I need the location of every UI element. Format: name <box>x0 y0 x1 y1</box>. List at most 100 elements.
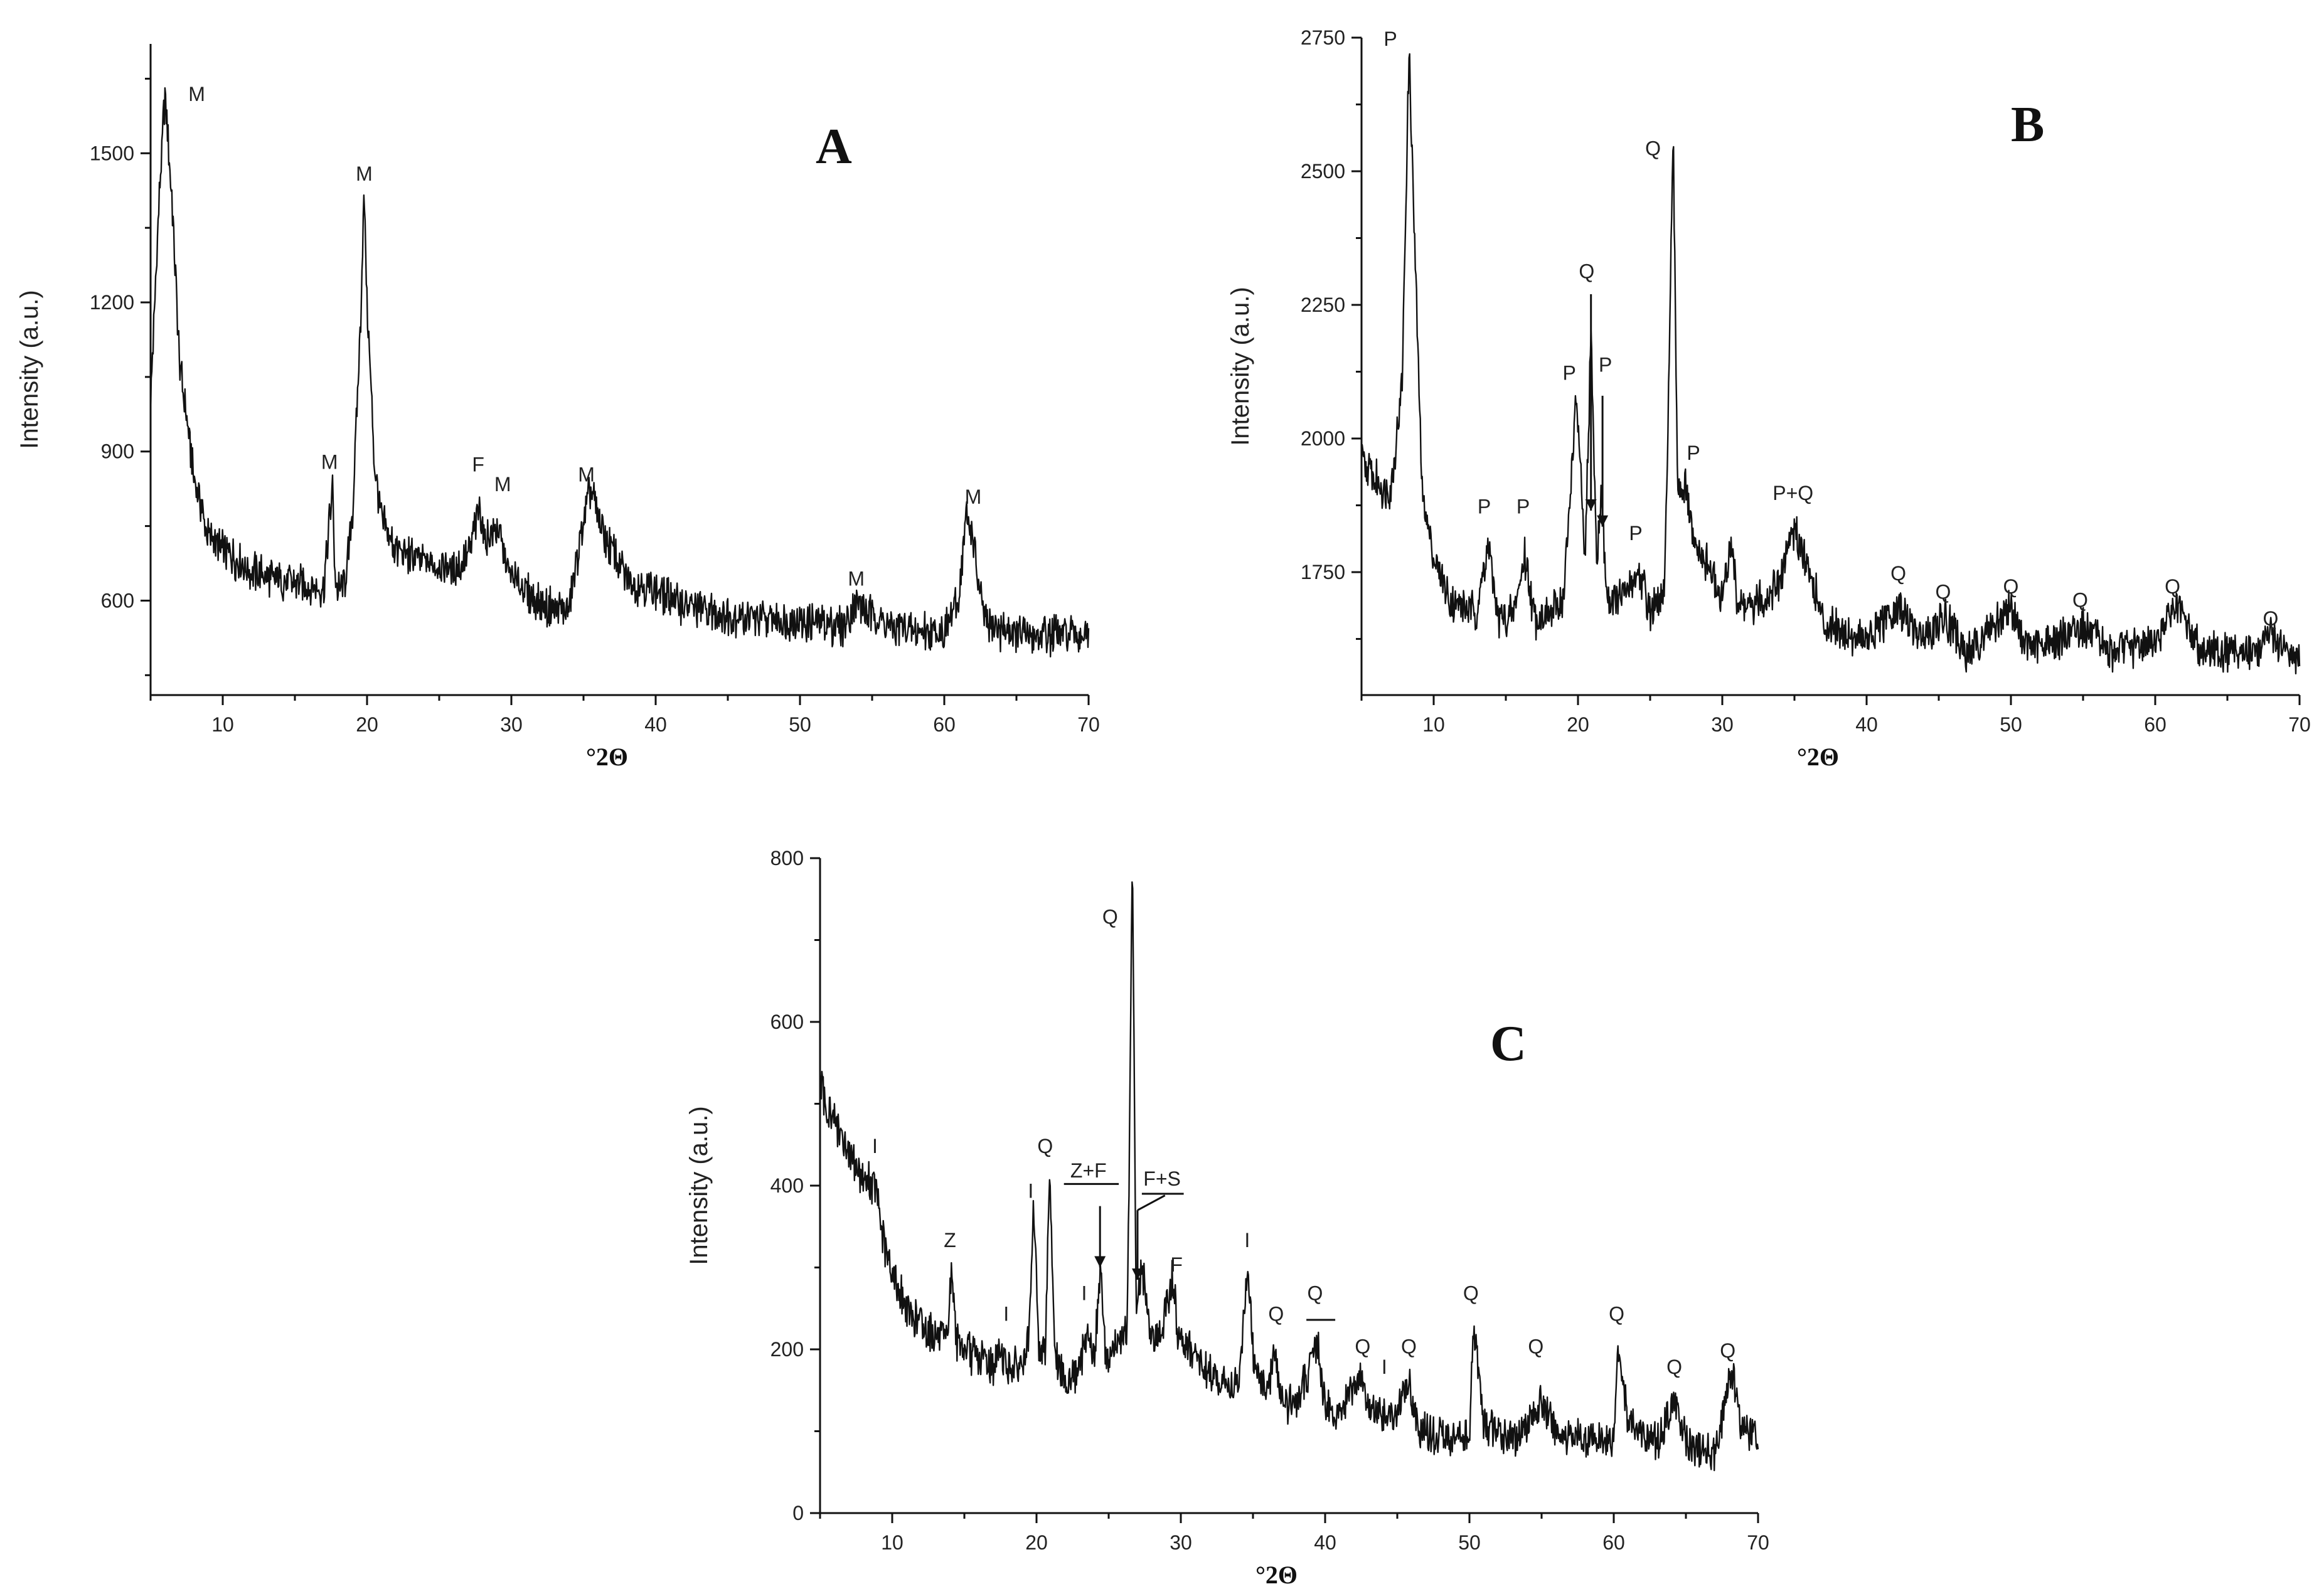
panel-label: B <box>2011 97 2044 152</box>
x-tick-label: 70 <box>2288 713 2311 736</box>
y-tick-label: 600 <box>770 1011 804 1033</box>
peak-label: Q <box>1720 1339 1735 1362</box>
peak-label: I <box>1028 1180 1033 1203</box>
peak-label: Q <box>1401 1336 1417 1358</box>
series-b-line <box>1360 53 2301 675</box>
peak-label: I <box>1003 1302 1009 1325</box>
peak-arrow-head <box>1585 499 1597 511</box>
peak-label: Q <box>2072 588 2088 611</box>
y-tick-label: 600 <box>101 589 134 612</box>
peak-label: M <box>494 473 511 496</box>
x-tick-label: 60 <box>2144 713 2167 736</box>
x-tick-label: 70 <box>1077 713 1100 736</box>
x-tick-label: 40 <box>644 713 667 736</box>
peak-label: Q <box>1609 1302 1624 1325</box>
peak-label: Q <box>1528 1336 1543 1358</box>
y-tick-label: 2000 <box>1301 427 1345 450</box>
peak-arrow-head <box>1132 1268 1143 1280</box>
peak-arrow-head <box>1094 1256 1106 1268</box>
y-axis-title: Intensity (a.u.) <box>16 290 43 449</box>
peak-label: Q <box>1307 1282 1323 1305</box>
peak-label: F <box>472 453 484 476</box>
panel-b: 10 20 30 40 50 60 70 1750 2000 2250 2500 2750 °2Θ Int… <box>1227 26 2311 771</box>
x-axis-title: °2Θ <box>1797 743 1839 771</box>
x-tick-label: 20 <box>356 713 378 736</box>
peak-label: P <box>1629 522 1642 545</box>
peak-label: Z+F <box>1070 1159 1107 1182</box>
peak-label: M <box>188 83 205 105</box>
peak-label: F <box>1170 1253 1183 1276</box>
x-tick-label: 30 <box>500 713 523 736</box>
series-a-line <box>149 87 1090 658</box>
peak-label: M <box>321 450 338 473</box>
x-tick-label: 60 <box>933 713 956 736</box>
peak-label: Q <box>1579 260 1594 282</box>
peak-label: Q <box>2263 607 2279 630</box>
x-tick-label: 20 <box>1567 713 1589 736</box>
x-tick-label: 40 <box>1855 713 1878 736</box>
x-tick-label: 40 <box>1314 1531 1336 1554</box>
y-tick-label: 900 <box>101 440 134 463</box>
y-tick-label: 1500 <box>90 142 134 164</box>
panel-label: C <box>1490 1016 1527 1071</box>
y-tick-label: 2750 <box>1301 26 1345 49</box>
peak-label: Q <box>1463 1282 1479 1305</box>
x-axis-title: °2Θ <box>586 743 628 771</box>
peak-arrow <box>1137 1194 1166 1211</box>
x-tick-label: 70 <box>1747 1531 1769 1554</box>
peak-label: M <box>965 486 982 508</box>
peak-label: Q <box>1666 1356 1682 1378</box>
peak-label: Q <box>1268 1302 1284 1325</box>
x-tick-label: 50 <box>1458 1531 1481 1554</box>
series-c-line <box>819 881 1759 1472</box>
peak-label: Q <box>1935 581 1951 603</box>
x-tick-label: 20 <box>1025 1531 1048 1554</box>
peak-label: P <box>1478 495 1491 518</box>
y-axis-title: Intensity (a.u.) <box>685 1106 713 1265</box>
peak-label: I <box>1081 1282 1087 1305</box>
peak-label: Q <box>1102 905 1118 928</box>
y-tick-label: 200 <box>770 1338 804 1361</box>
peak-label: P <box>1563 361 1576 384</box>
y-tick-label: 2500 <box>1301 160 1345 183</box>
peak-label: Q <box>1037 1135 1053 1157</box>
x-tick-label: 50 <box>2000 713 2022 736</box>
x-tick-label: 10 <box>1422 713 1445 736</box>
peak-label: P <box>1516 495 1530 518</box>
peak-label: I <box>1382 1356 1387 1378</box>
y-tick-label: 2250 <box>1301 294 1345 316</box>
peak-label: Q <box>2003 575 2019 598</box>
peak-label: F+S <box>1143 1167 1181 1190</box>
peak-label: M <box>356 162 373 185</box>
y-tick-label: 1200 <box>90 291 134 314</box>
peak-label: Q <box>1355 1336 1370 1358</box>
y-tick-label: 400 <box>770 1174 804 1197</box>
peak-label: P <box>1383 28 1397 50</box>
peak-label: I <box>1244 1229 1250 1251</box>
panel-label: A <box>816 119 852 174</box>
peak-label: P <box>1687 442 1700 464</box>
peak-arrow-head <box>1597 515 1609 527</box>
peak-label: Z <box>944 1229 956 1251</box>
peak-label: Q <box>1890 562 1906 585</box>
x-tick-label: 10 <box>881 1531 903 1554</box>
peak-label: Q <box>1645 137 1661 159</box>
peak-label: P <box>1599 354 1612 376</box>
peak-label: M <box>578 463 595 486</box>
panel-a: 10 20 30 40 50 60 70 600 900 1200 1500 °2Θ Intensity… <box>16 44 1100 771</box>
peak-label: M <box>848 568 865 590</box>
peak-label: P+Q <box>1772 482 1813 504</box>
x-tick-label: 30 <box>1711 713 1734 736</box>
x-axis-title: °2Θ <box>1255 1561 1298 1589</box>
panel-c: 10 20 30 40 50 60 70 0 200 400 600 800 °2Θ Intensity … <box>685 847 1769 1589</box>
x-tick-label: 60 <box>1602 1531 1625 1554</box>
x-tick-label: 10 <box>211 713 234 736</box>
y-tick-label: 0 <box>792 1502 804 1524</box>
y-axis-title: Intensity (a.u.) <box>1227 287 1254 445</box>
peak-label: Q <box>2165 575 2180 598</box>
peak-label: I <box>872 1135 878 1157</box>
x-tick-label: 50 <box>789 713 811 736</box>
y-tick-label: 1750 <box>1301 561 1345 583</box>
x-tick-label: 30 <box>1170 1531 1192 1554</box>
